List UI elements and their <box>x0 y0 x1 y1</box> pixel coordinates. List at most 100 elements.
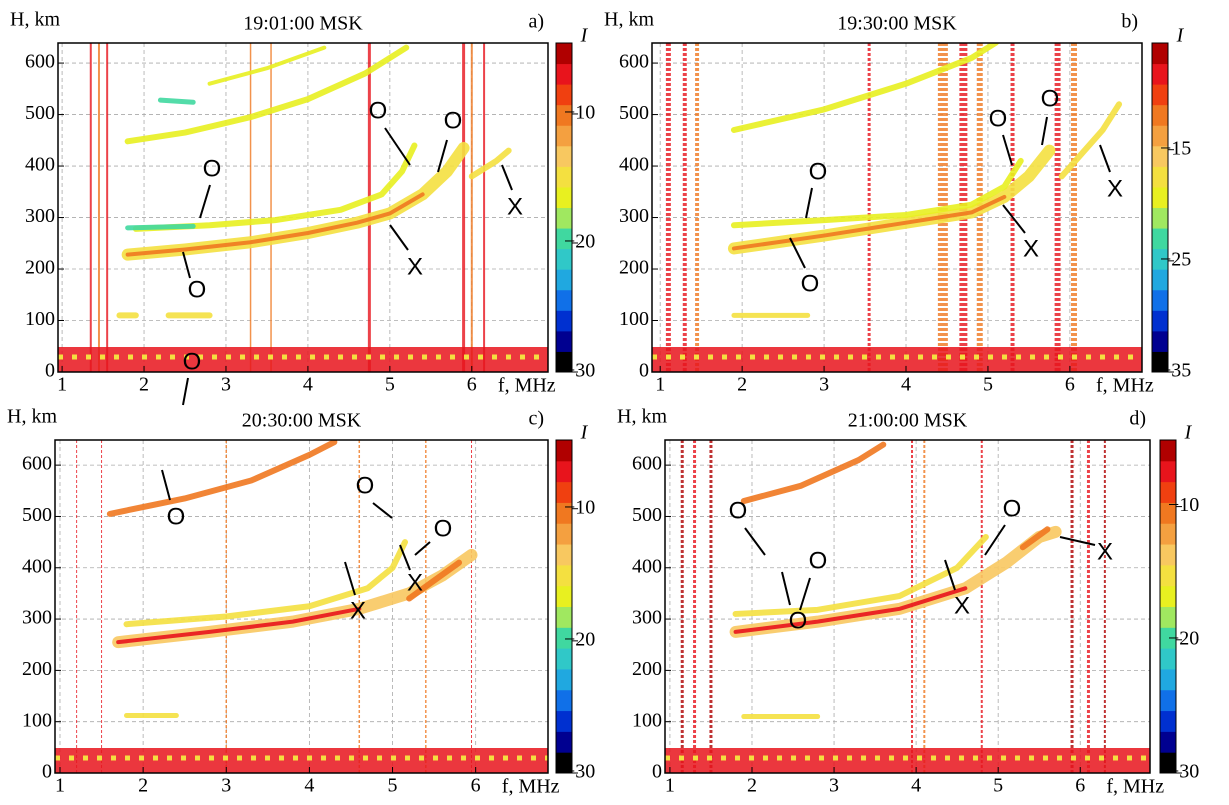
annotation: O <box>729 497 748 524</box>
colorbar-cell <box>1160 564 1176 587</box>
annotation-pointer <box>182 377 189 406</box>
colorbar-cell <box>1160 502 1176 524</box>
y-tick-label: 200 <box>22 658 52 680</box>
annotation: X <box>1107 175 1123 202</box>
y-tick-label: 600 <box>632 453 662 475</box>
colorbar-cell <box>1160 627 1176 649</box>
colorbar-cell <box>1160 731 1176 753</box>
annotation: O <box>1041 85 1060 112</box>
y-tick-label: 300 <box>619 205 649 227</box>
annotation: O <box>1003 495 1022 522</box>
colorbar-cell <box>556 606 572 628</box>
y-tick-label: 500 <box>25 102 55 124</box>
colorbar-cell <box>1152 63 1168 85</box>
y-tick-label: 400 <box>632 555 662 577</box>
annotation-pointer <box>984 524 1006 556</box>
colorbar-cell <box>556 689 572 712</box>
y-tick-label: 0 <box>45 360 55 382</box>
panel-label: c) <box>528 408 544 430</box>
x-axis-label: f, MHz <box>1096 375 1154 397</box>
annotation: X <box>407 253 423 280</box>
panel-label: a) <box>528 11 544 33</box>
colorbar-cell <box>556 351 572 373</box>
colorbar-cell <box>1152 248 1168 270</box>
colorbar-cell <box>1160 523 1176 545</box>
x-tick-label: 2 <box>747 775 757 797</box>
echo-trace <box>468 147 512 180</box>
x-tick-label: 4 <box>911 775 921 797</box>
y-axis-label: H, km <box>7 406 57 428</box>
x-tick-label: 1 <box>655 374 665 396</box>
annotation: O <box>809 158 828 185</box>
annotation-pointer <box>1041 116 1048 146</box>
colorbar-cell <box>556 166 572 188</box>
colorbar-cell <box>556 668 572 691</box>
y-axis-label: H, km <box>604 9 654 31</box>
colorbar-tick-label: −20 <box>564 231 595 253</box>
colorbar-tick-label: −35 <box>1160 360 1191 382</box>
y-tick-label: 300 <box>25 205 55 227</box>
y-axis-label: H, km <box>10 9 60 31</box>
plot-area <box>652 43 1142 372</box>
x-tick-label: 1 <box>665 775 675 797</box>
colorbar-cell <box>556 310 572 332</box>
annotation: O <box>801 270 820 297</box>
y-tick-label: 600 <box>619 51 649 73</box>
y-tick-label: 600 <box>25 51 55 73</box>
annotation-pointer <box>437 139 448 173</box>
annotation-pointer <box>161 469 171 501</box>
colorbar-cell <box>556 481 572 503</box>
annotation-pointer <box>1059 536 1096 546</box>
colorbar-cell <box>1152 84 1168 106</box>
annotation-pointer <box>1099 144 1111 173</box>
colorbar-cell <box>556 502 572 524</box>
x-tick-label: 6 <box>1065 374 1075 396</box>
colorbar-cell <box>556 460 572 483</box>
x-tick-label: 5 <box>983 374 993 396</box>
annotation-pointer <box>182 251 191 279</box>
colorbar-cell <box>1160 689 1176 712</box>
x-axis-label: f, MHz <box>1106 776 1164 798</box>
annotation-pointer <box>501 164 513 191</box>
echo-trace <box>740 441 887 505</box>
echo-trace <box>207 45 327 86</box>
x-tick-label: 4 <box>901 374 911 396</box>
y-axis-label: H, km <box>617 406 667 428</box>
annotation: O <box>167 503 186 530</box>
x-tick-label: 6 <box>1075 775 1085 797</box>
colorbar-label: I <box>1176 25 1185 47</box>
colorbar-cell <box>556 104 572 126</box>
annotation: X <box>1097 538 1113 565</box>
x-axis-label: f, MHz <box>502 776 560 798</box>
colorbar-cell <box>1160 710 1176 732</box>
colorbar-cell <box>556 63 572 85</box>
x-tick-label: 4 <box>303 374 313 396</box>
colorbar-cell <box>556 207 572 229</box>
y-tick-label: 400 <box>619 154 649 176</box>
colorbar-cell <box>1160 440 1176 462</box>
colorbar-cell <box>556 330 572 352</box>
plot-area <box>665 440 1150 773</box>
colorbar-frame <box>1151 42 1169 373</box>
colorbar-frame <box>1159 439 1177 774</box>
echo-trace <box>125 192 425 257</box>
echo-trace <box>1019 526 1051 551</box>
colorbar-cell <box>556 585 572 607</box>
colorbar-cell <box>1160 460 1176 483</box>
y-tick-label: 0 <box>42 761 52 783</box>
colorbar-cell <box>1152 125 1168 147</box>
x-tick-label: 6 <box>471 775 481 797</box>
echo-trace <box>406 559 463 602</box>
colorbar-cell <box>1152 186 1168 208</box>
colorbar-cell <box>556 523 572 545</box>
plot-background <box>58 43 548 372</box>
colorbar-cell <box>1152 269 1168 291</box>
colorbar-frame <box>555 42 573 373</box>
annotation: O <box>369 97 388 124</box>
y-tick-label: 400 <box>22 555 52 577</box>
colorbar-cell <box>1152 166 1168 188</box>
y-tick-label: 300 <box>22 607 52 629</box>
annotation: O <box>203 155 222 182</box>
annotation-pointer <box>344 561 356 596</box>
x-tick-label: 3 <box>819 374 829 396</box>
